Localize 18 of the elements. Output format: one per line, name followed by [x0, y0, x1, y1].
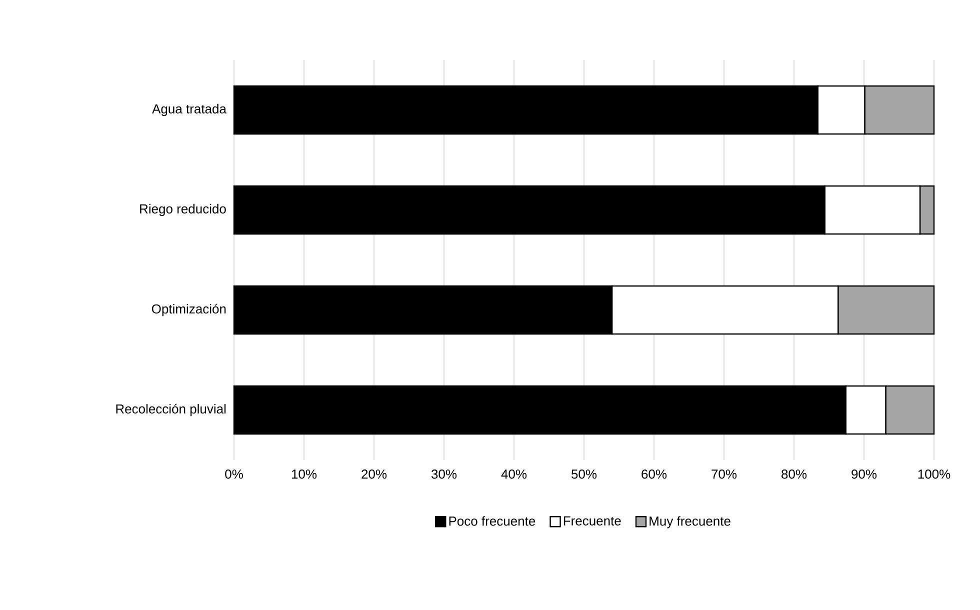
legend-label: Muy frecuente — [650, 516, 730, 528]
y-tick-label: Riego reducido — [140, 204, 226, 216]
x-tick-label: 70% — [712, 470, 737, 479]
y-tick-label: Optimización — [152, 304, 226, 316]
x-tick-label: 20% — [362, 470, 387, 479]
x-tick-label: 80% — [782, 470, 807, 479]
x-tick-label: 30% — [431, 470, 457, 479]
y-tick-label: Recolección pluvial — [116, 404, 226, 416]
x-tick-label: 60% — [642, 470, 667, 479]
x-tick-label: 0% — [225, 470, 243, 479]
legend-label: Poco frecuente — [449, 516, 536, 526]
y-tick-label: Agua tratada — [152, 104, 226, 116]
legend-label: Frecuente — [564, 516, 621, 526]
x-tick-label: 40% — [501, 470, 527, 479]
x-tick-label: 50% — [572, 470, 597, 479]
x-tick-label: 100% — [918, 470, 950, 479]
x-tick-label: 90% — [852, 470, 877, 479]
x-tick-label: 10% — [292, 470, 317, 479]
